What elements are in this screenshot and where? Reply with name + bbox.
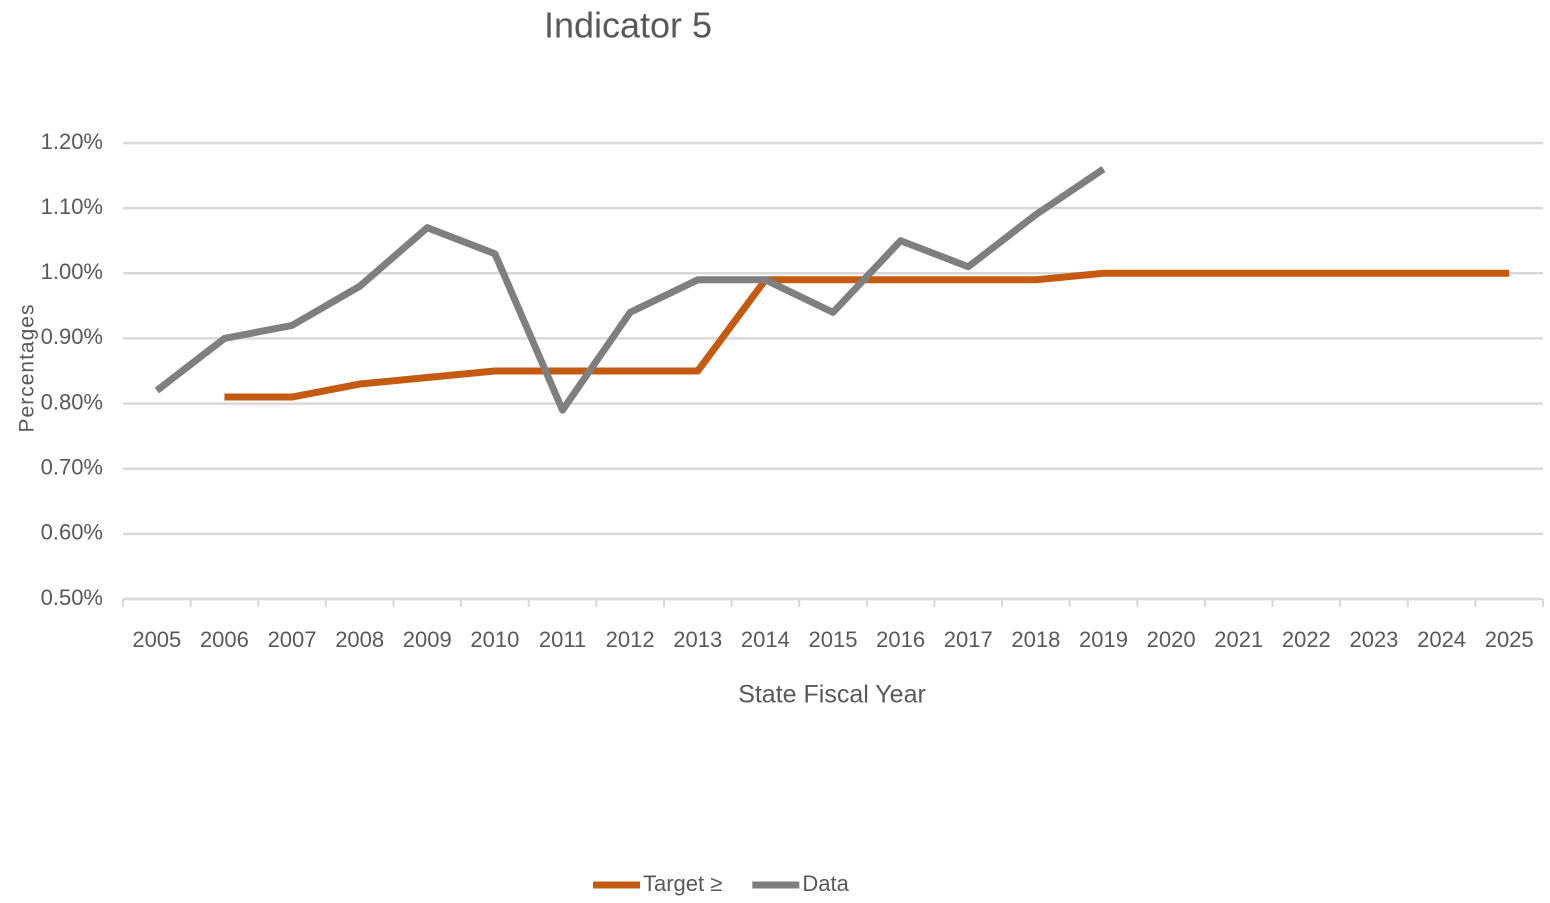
x-tick-label: 2010 — [470, 627, 519, 652]
data-line — [154, 166, 1106, 414]
x-tick-label: 2016 — [876, 627, 925, 652]
y-tick-label: 1.20% — [41, 129, 103, 154]
x-tick-label: 2024 — [1417, 627, 1466, 652]
x-tick-label: 2014 — [741, 627, 790, 652]
y-axis-title: Percentages — [16, 304, 39, 433]
x-tick-label: 2006 — [200, 627, 249, 652]
legend-label: Data — [802, 871, 849, 896]
y-tick-label: 0.70% — [41, 455, 103, 480]
x-tick-label: 2013 — [673, 627, 722, 652]
x-tick-label: 2020 — [1147, 627, 1196, 652]
x-tick-label: 2025 — [1485, 627, 1534, 652]
legend-label: Target ≥ — [643, 871, 722, 896]
x-tick-label: 2009 — [403, 627, 452, 652]
chart-title: Indicator 5 — [544, 5, 712, 46]
x-axis-title: State Fiscal Year — [738, 681, 926, 709]
x-tick-label: 2017 — [944, 627, 993, 652]
y-tick-label: 0.50% — [41, 585, 103, 610]
y-tick-label: 0.90% — [41, 324, 103, 349]
x-tick-label: 2023 — [1349, 627, 1398, 652]
x-tick-label: 2015 — [809, 627, 858, 652]
x-tick-label: 2022 — [1282, 627, 1331, 652]
y-tick-label: 1.10% — [41, 194, 103, 219]
x-tick-label: 2008 — [335, 627, 384, 652]
x-tick-label: 2005 — [132, 627, 181, 652]
x-tick-label: 2018 — [1011, 627, 1060, 652]
x-tick-label: 2007 — [268, 627, 317, 652]
data-line — [224, 269, 1510, 401]
x-tick-label: 2021 — [1214, 627, 1263, 652]
x-tick-label: 2012 — [606, 627, 655, 652]
y-tick-label: 0.60% — [41, 520, 103, 545]
y-tick-label: 0.80% — [41, 389, 103, 414]
x-tick-label: 2011 — [539, 627, 586, 652]
y-tick-label: 1.00% — [41, 259, 103, 284]
x-tick-label: 2019 — [1079, 627, 1128, 652]
